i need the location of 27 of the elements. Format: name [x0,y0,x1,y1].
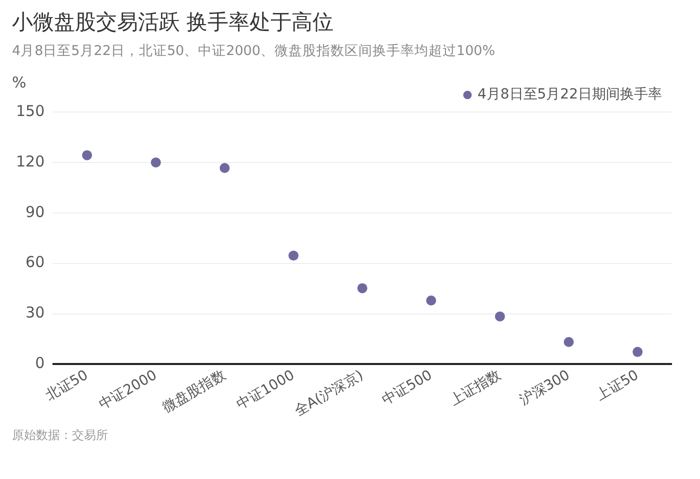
chart-subtitle: 4月8日至5月22日，北证50、中证2000、微盘股指数区间换手率均超过100% [12,42,496,60]
x-tick-label: 上证指数 [447,367,504,410]
point [82,150,92,160]
point [150,157,161,168]
legend-label: 4月8日至5月22日期间换手率 [477,86,662,103]
x-tick-label: 上证50 [594,367,642,404]
y-tick-label: 90 [26,202,45,221]
point [220,162,230,173]
chart-title: 小微盘股交易活跃 换手率处于高位 [12,9,335,36]
point [288,250,298,261]
point [426,295,436,306]
point [632,346,643,357]
point [357,283,368,294]
text: 原始数据：交易所 [12,427,109,444]
y-tick-label: 60 [26,253,45,272]
x-tick-label: 微盘股指数 [160,367,228,416]
x-tick-label: 中证500 [380,367,435,408]
x-tick-label: 北证50 [43,367,91,404]
y-tick-label: 150 [16,102,45,120]
x-tick-label: 沪深300 [517,367,573,408]
x-tick-label: 全A(沪深京) [292,367,366,420]
y-tick-label: 120 [16,152,45,170]
y-tick-label: 30 [26,304,45,322]
y-axis-title: % [12,73,26,92]
y-tick-label: 0 [35,354,45,372]
point [494,311,505,322]
point [564,337,574,348]
